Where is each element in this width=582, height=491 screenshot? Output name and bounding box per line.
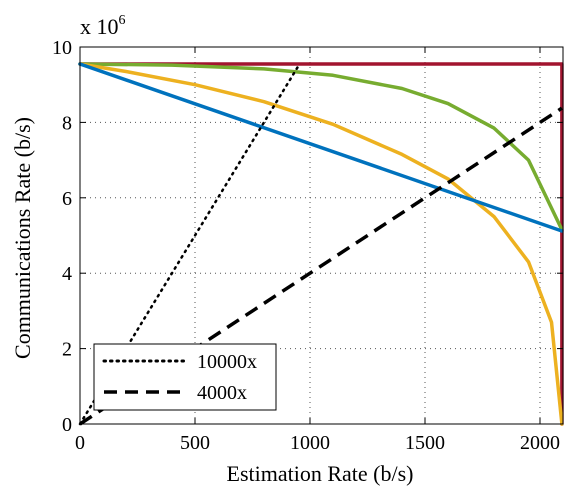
tick-labels: 0 500 1000 1500 2000 0 2 4 6 8 10 <box>52 37 560 454</box>
y-tick-label: 10 <box>52 37 72 59</box>
series-line-curve-1 <box>78 62 564 426</box>
plot-area-border <box>79 46 564 425</box>
series-line-curve-4 <box>78 62 564 233</box>
x-axis-label: Estimation Rate (b/s) <box>227 461 414 486</box>
legend-box <box>93 343 277 411</box>
y-tick-label: 4 <box>62 263 72 285</box>
series-line-curve-3 <box>78 62 564 426</box>
x-tick-label: 1000 <box>290 432 330 454</box>
legend-label-10000x: 10000x <box>197 351 257 373</box>
x-tick-label: 1500 <box>405 432 445 454</box>
series-line-curve-2 <box>78 62 564 232</box>
y-tick-label: 6 <box>62 188 72 210</box>
y-tick-label: 2 <box>62 339 72 361</box>
y-multiplier-exponent: 6 <box>119 13 126 28</box>
x-tick-label: 2000 <box>520 432 560 454</box>
y-tick-label: 8 <box>62 112 72 134</box>
y-multiplier: x 106 <box>80 13 126 39</box>
legend-label-4000x: 4000x <box>197 382 247 404</box>
legend: 10000x 4000x <box>93 343 277 411</box>
y-tick-label: 0 <box>62 414 72 436</box>
y-axis-label: Communications Rate (b/s) <box>10 117 35 359</box>
x-tick-label: 0 <box>75 432 85 454</box>
x-tick-label: 500 <box>180 432 210 454</box>
